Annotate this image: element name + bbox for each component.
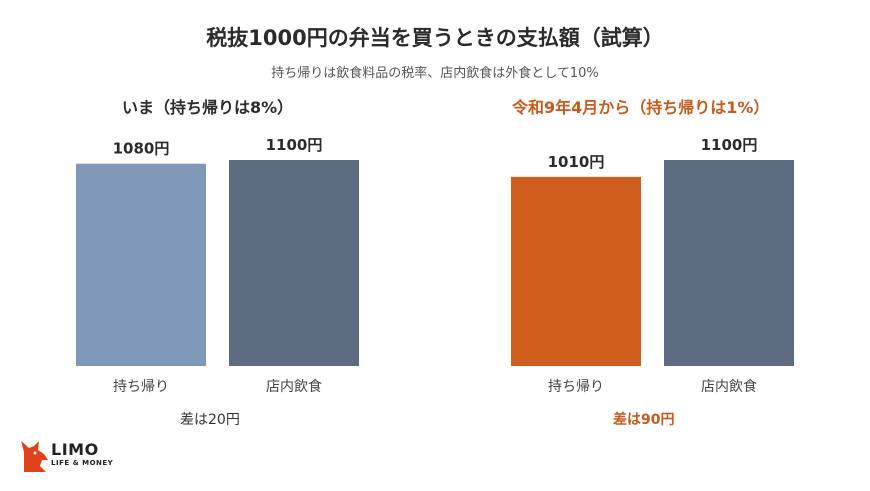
bar-value-label-future-0: 1010円 (548, 153, 605, 171)
category-label-future-1: 店内飲食 (701, 378, 757, 395)
chart-subtitle: 持ち帰りは飲食料品の税率、店内飲食は外食として10% (271, 66, 599, 81)
category-label-now-1: 店内飲食 (266, 378, 322, 395)
limo-logo: LIMO LIFE & MONEY (20, 438, 130, 474)
bar-value-label-now-0: 1080円 (113, 140, 170, 158)
category-label-future-0: 持ち帰り (548, 378, 604, 395)
logo-wordmark: LIMO (51, 440, 99, 459)
bar-value-label-future-1: 1100円 (701, 136, 758, 154)
bar-future-takeout (511, 176, 641, 366)
category-label-now-0: 持ち帰り (113, 378, 169, 395)
bar-now-takeout (76, 163, 206, 366)
bar-now-dine-in (229, 160, 359, 366)
bar-future-dine-in (664, 160, 794, 366)
difference-note-future: 差は90円 (613, 412, 675, 428)
fox-logo-icon (21, 441, 48, 472)
difference-note-now: 差は20円 (180, 412, 240, 428)
panel-title-future: 令和9年4月から（持ち帰りは1%） (512, 98, 770, 117)
panel-title-now: いま（持ち帰りは8%） (122, 98, 294, 117)
bar-value-label-now-1: 1100円 (266, 136, 323, 154)
logo-tagline: LIFE & MONEY (51, 459, 114, 467)
chart-title: 税抜1000円の弁当を買うときの支払額（試算） (206, 26, 664, 50)
